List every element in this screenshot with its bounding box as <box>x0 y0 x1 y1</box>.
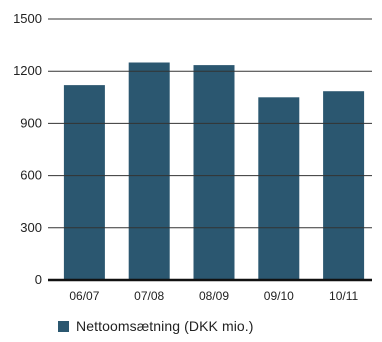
y-tick-label: 900 <box>20 115 42 130</box>
bar-06/07 <box>63 85 105 281</box>
y-tick-label: 1500 <box>13 11 42 26</box>
legend-label: Nettoomsætning (DKK mio.) <box>76 318 254 334</box>
y-tick-label: 0 <box>35 272 42 287</box>
chart-legend: Nettoomsætning (DKK mio.) <box>58 318 254 334</box>
y-tick-label: 1200 <box>13 63 42 78</box>
bar-10/11 <box>323 91 365 281</box>
bar-08/09 <box>193 65 235 280</box>
x-tick-label: 07/08 <box>134 289 164 303</box>
bar-09/10 <box>258 97 300 280</box>
y-tick-label: 300 <box>20 220 42 235</box>
x-tick-label: 10/11 <box>329 289 358 303</box>
x-tick-label: 09/10 <box>264 289 294 303</box>
bar-07/08 <box>128 62 170 280</box>
x-tick-label: 08/09 <box>199 289 229 303</box>
x-tick-label: 06/07 <box>69 289 99 303</box>
legend-swatch <box>58 320 69 332</box>
y-tick-label: 600 <box>20 168 42 183</box>
